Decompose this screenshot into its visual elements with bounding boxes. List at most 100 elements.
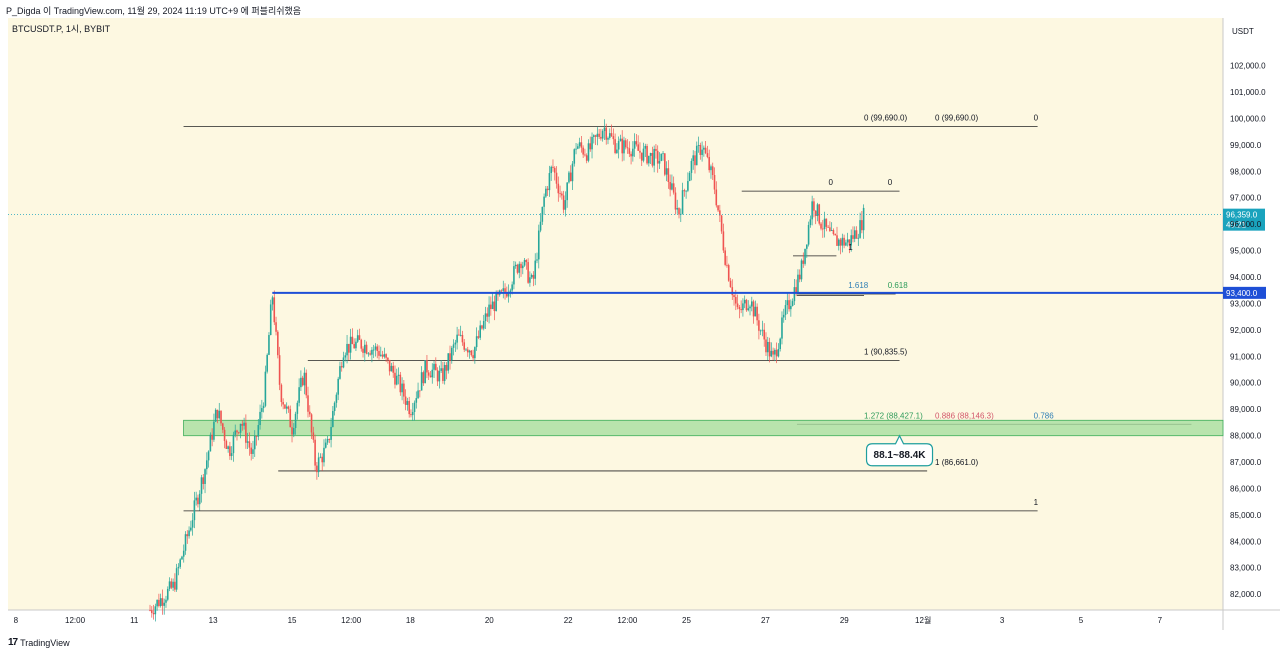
candle-body — [465, 349, 467, 351]
candle-body — [170, 581, 173, 588]
candle-body — [197, 497, 199, 505]
time-tick-label: 12:00 — [617, 616, 638, 625]
zone-callout[interactable]: 88.1~88.4K — [865, 434, 934, 467]
price-tick-label: 93,000.0 — [1230, 299, 1262, 308]
price-axis[interactable]: USDT 82,000.0 83,000.0 84,000.0 85,000.0 86,… — [1230, 27, 1266, 599]
tradingview-logo[interactable]: 17 TradingView — [8, 637, 70, 648]
candle-body — [816, 204, 819, 216]
candle-body — [364, 344, 366, 353]
time-axis[interactable]: 8 12:00 11 13 15 12:00 18 20 22 12:00 25 27 29 12월 3 5 7 — [14, 615, 1163, 625]
candle-body — [248, 441, 251, 448]
candle-body — [772, 350, 774, 355]
time-tick-label: 20 — [485, 616, 494, 625]
candle-body — [758, 320, 760, 331]
candle-body — [317, 457, 320, 473]
candle-body — [642, 148, 645, 161]
candle-body — [561, 193, 563, 196]
candle-body — [639, 150, 641, 153]
candle-body — [575, 148, 577, 150]
candle-body — [243, 422, 245, 426]
candle-body — [555, 172, 558, 184]
candle-body — [658, 160, 661, 164]
candle-body — [245, 422, 247, 443]
tradingview-logo-icon: 17 — [8, 637, 18, 648]
candle-body — [596, 133, 599, 137]
candle-body — [852, 235, 854, 239]
candle-body — [795, 287, 797, 294]
candle-body — [536, 259, 538, 261]
candle-body — [726, 264, 728, 266]
candle-body — [207, 451, 210, 461]
candle-body — [198, 493, 201, 505]
candle-body — [694, 155, 696, 166]
candle-body — [293, 428, 295, 435]
candle-body — [706, 153, 709, 157]
candle-body — [598, 133, 600, 137]
price-axis-background[interactable] — [1223, 18, 1280, 610]
candle-body — [188, 530, 190, 537]
candle-body — [784, 305, 787, 315]
candle-body — [614, 139, 616, 153]
candle-body — [262, 405, 265, 409]
candle-body — [300, 377, 302, 388]
price-tick-label: 84,000.0 — [1230, 537, 1262, 546]
fib-level-label: 1 (90,835.5) — [864, 348, 907, 357]
price-tick-label: 102,000.0 — [1230, 62, 1266, 71]
candle-body — [644, 145, 647, 149]
candle-body — [193, 500, 196, 521]
candle-body — [836, 235, 838, 246]
candle-body — [608, 133, 611, 138]
candle-body — [429, 375, 432, 378]
key-level-group: 93,400.0 — [272, 286, 1266, 299]
candle-body — [161, 598, 164, 606]
candle-body — [832, 230, 835, 234]
candle-body — [152, 612, 155, 615]
candle-body — [632, 148, 634, 157]
candle-body — [252, 449, 254, 454]
candle-body — [177, 566, 180, 569]
candle-body — [303, 372, 306, 386]
candle-body — [736, 303, 739, 308]
candle-body — [458, 334, 460, 336]
candle-body — [687, 181, 689, 191]
candle-body — [571, 163, 574, 182]
candle-body — [275, 322, 277, 332]
candle-body — [323, 447, 325, 463]
price-tick-label: 90,000.0 — [1230, 379, 1262, 388]
candle-body — [685, 190, 687, 192]
candle-body — [818, 204, 821, 224]
candle-body — [239, 423, 242, 433]
candle-body — [307, 395, 309, 412]
candle-body — [488, 304, 490, 317]
price-tick-label: 85,000.0 — [1230, 511, 1262, 520]
candle-body — [349, 336, 352, 353]
candle-body — [695, 145, 698, 166]
candle-body — [699, 144, 702, 155]
time-tick-label: 12:00 — [65, 616, 86, 625]
candle-body — [237, 432, 240, 434]
candle-body — [495, 292, 497, 312]
candle-body — [782, 314, 785, 318]
candle-body — [477, 336, 480, 338]
time-axis-background[interactable] — [8, 610, 1223, 632]
candle-body — [424, 360, 426, 384]
candle-body — [502, 288, 505, 291]
candle-body — [356, 335, 359, 342]
candle-body — [202, 477, 205, 485]
fib-level-label: 0.786 — [1034, 411, 1055, 420]
time-tick-label: 5 — [1079, 616, 1084, 625]
candle-body — [340, 366, 343, 368]
candle-body — [768, 341, 771, 357]
candle-body — [168, 581, 171, 589]
candle-body — [273, 297, 276, 323]
candle-body — [351, 336, 354, 345]
candle-body — [223, 429, 226, 441]
candle-body — [200, 477, 203, 494]
candle-body — [218, 410, 221, 419]
current-price-text: 96,359.0 — [1226, 211, 1258, 220]
current-price-group: 96,359.040:21 — [8, 208, 1265, 231]
candle-body — [820, 223, 822, 229]
candle-body — [285, 406, 288, 409]
candle-body — [667, 168, 670, 182]
